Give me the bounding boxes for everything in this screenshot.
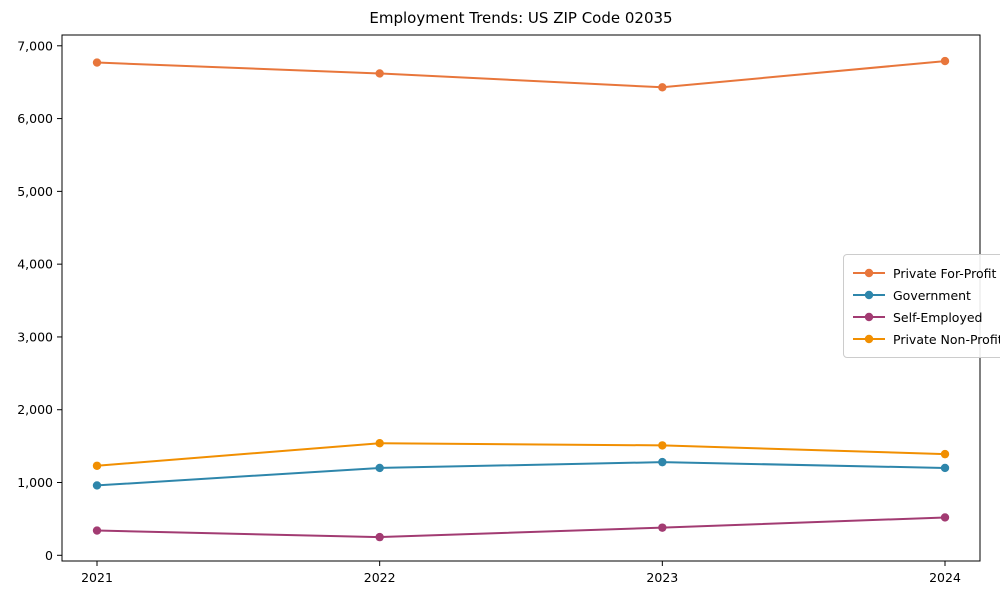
legend-item-private-non-profit: Private Non-Profit bbox=[852, 328, 1000, 350]
x-axis-tick-label: 2024 bbox=[929, 570, 961, 585]
legend-label-private-non-profit: Private Non-Profit bbox=[893, 331, 1000, 347]
legend-item-government: Government bbox=[852, 284, 1000, 306]
data-point-government bbox=[375, 463, 384, 473]
data-point-private-for-profit bbox=[92, 58, 102, 67]
legend-label-government: Government bbox=[893, 287, 971, 303]
legend-item-private-for-profit: Private For-Profit bbox=[852, 262, 1000, 284]
y-axis-tick-label: 0 bbox=[45, 548, 53, 563]
series-line-self-employed bbox=[96, 516, 946, 539]
y-axis-tick-label: 6,000 bbox=[17, 111, 53, 126]
data-point-private-for-profit bbox=[940, 56, 950, 66]
y-axis-tick-label: 4,000 bbox=[17, 257, 53, 272]
y-axis-tick-label: 5,000 bbox=[17, 184, 53, 199]
data-point-private-for-profit bbox=[658, 83, 667, 92]
data-point-government bbox=[940, 463, 950, 473]
x-axis-tick-label: 2023 bbox=[646, 570, 678, 585]
data-point-private-non-profit bbox=[658, 441, 667, 450]
legend-line-marker-icon bbox=[853, 290, 885, 300]
data-point-government bbox=[92, 481, 102, 490]
y-axis-tick-label: 1,000 bbox=[17, 475, 53, 490]
data-point-private-for-profit bbox=[375, 69, 384, 78]
y-axis-tick-label: 3,000 bbox=[17, 329, 53, 344]
legend-item-self-employed: Self-Employed bbox=[852, 306, 1000, 328]
data-point-private-non-profit bbox=[940, 449, 950, 459]
legend-label-private-for-profit: Private For-Profit bbox=[893, 265, 997, 281]
series-line-private-non-profit bbox=[96, 442, 946, 467]
data-point-self-employed bbox=[940, 513, 950, 522]
legend-label-self-employed: Self-Employed bbox=[893, 309, 983, 325]
data-point-private-non-profit bbox=[92, 461, 102, 470]
data-point-private-non-profit bbox=[375, 439, 384, 448]
legend-line-marker-icon bbox=[853, 268, 885, 278]
series-line-private-for-profit bbox=[96, 60, 946, 89]
legend: Private For-Profit Government Self-Employe… bbox=[843, 254, 1000, 358]
y-axis-tick-label: 2,000 bbox=[17, 402, 53, 417]
data-point-self-employed bbox=[92, 526, 102, 535]
chart-title: Employment Trends: US ZIP Code 02035 bbox=[369, 9, 673, 27]
data-point-self-employed bbox=[658, 523, 667, 532]
series-line-government bbox=[96, 461, 946, 487]
legend-line-marker-icon bbox=[853, 334, 885, 344]
x-axis-tick-label: 2022 bbox=[364, 570, 396, 585]
legend-line-marker-icon bbox=[853, 312, 885, 322]
data-point-self-employed bbox=[375, 532, 384, 542]
x-axis-tick-label: 2021 bbox=[81, 570, 113, 585]
y-axis-tick-label: 7,000 bbox=[17, 38, 53, 53]
data-point-government bbox=[658, 457, 667, 467]
